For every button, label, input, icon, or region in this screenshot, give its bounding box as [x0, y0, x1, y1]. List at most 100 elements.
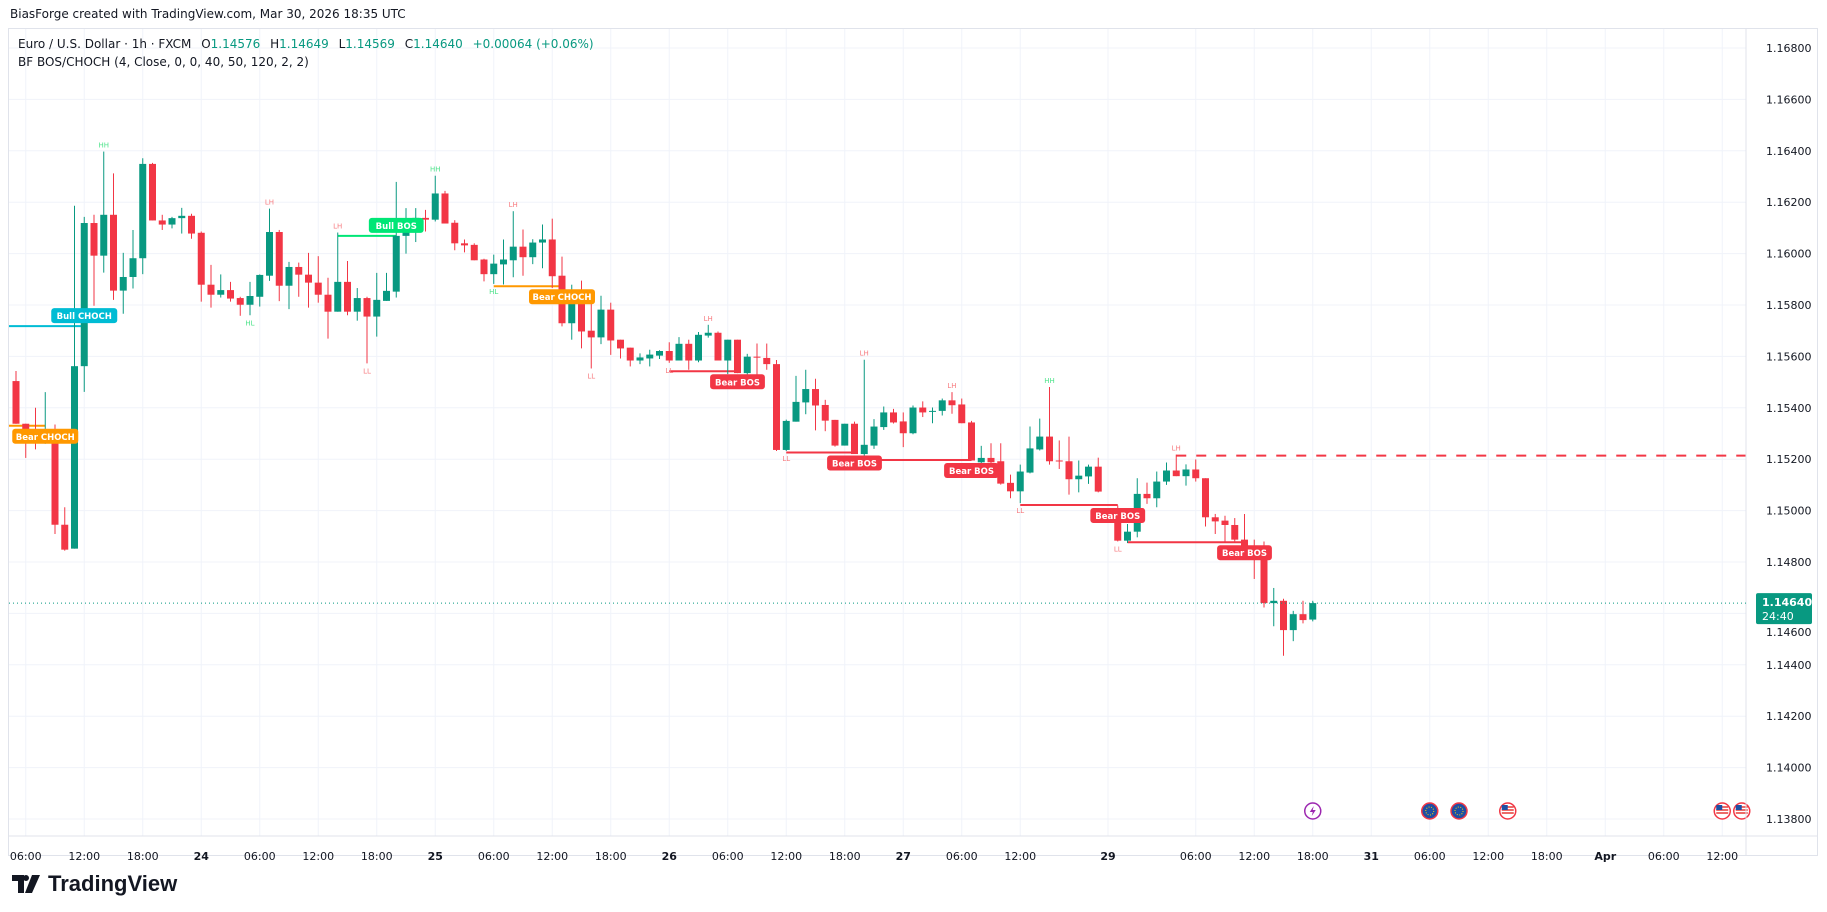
bearish-candle: [1231, 518, 1239, 542]
bearish-candle: [1046, 386, 1053, 465]
bullish-candle: [860, 359, 868, 460]
candle-body: [500, 259, 507, 265]
price-tick-label: 1.16600: [1766, 93, 1812, 106]
bullish-candle: [1075, 460, 1083, 493]
candle-body: [1046, 436, 1053, 462]
bearish-candle: [919, 401, 927, 418]
bearish-candle: [12, 371, 20, 424]
time-tick-label: 06:00: [1180, 850, 1212, 863]
bear-choch-label: Bear CHOCH: [16, 433, 75, 443]
candle-body: [841, 423, 849, 446]
candle-body: [90, 223, 98, 256]
swing-label-lh: LH: [509, 201, 518, 209]
candle-body: [665, 351, 673, 361]
bullish-candle: [1085, 464, 1092, 484]
chart-credit: BiasForge created with TradingView.com, …: [10, 7, 406, 21]
candle-body: [1094, 466, 1102, 492]
tradingview-logo[interactable]: TradingView: [12, 871, 177, 897]
candle-body: [880, 412, 888, 428]
bearish-candle: [1007, 474, 1014, 499]
time-tick-label: 12:00: [1706, 850, 1738, 863]
bullish-candle: [929, 407, 936, 424]
bearish-candle: [753, 343, 761, 376]
bearish-candle: [773, 359, 780, 451]
bearish-candle: [305, 252, 312, 308]
us-flag-icon[interactable]: [1499, 802, 1517, 820]
candle-body: [178, 215, 186, 219]
candle-body: [1163, 470, 1170, 482]
bearish-candle: [188, 213, 195, 239]
bullish-candle: [168, 216, 176, 229]
price-axis: 1.16800 1.16600 1.16400 1.16200 1.16000 1.158…: [1745, 29, 1812, 856]
lightning-icon[interactable]: [1304, 802, 1322, 820]
eu-flag-icon[interactable]: [1421, 802, 1439, 820]
bullish-candle: [392, 181, 400, 298]
bullish-candle: [646, 349, 654, 367]
bull-choch-label: Bull CHOCH: [57, 312, 112, 322]
bear-bos-label: Bear BOS: [1222, 549, 1267, 559]
bearish-candle: [61, 507, 69, 551]
us-flag-icon[interactable]: [1733, 802, 1751, 820]
grid: [9, 29, 1746, 836]
bearish-candle: [1241, 513, 1248, 548]
time-tick-label: Apr: [1594, 850, 1616, 863]
bullish-candle: [246, 281, 254, 316]
indicator-legend[interactable]: BF BOS/CHOCH (4, Close, 0, 0, 40, 50, 12…: [18, 55, 309, 69]
bearish-candle: [295, 262, 303, 297]
bear-choch-label: Bear CHOCH: [532, 293, 591, 303]
swing-label-ll: LL: [1016, 507, 1024, 515]
candle-body: [812, 389, 819, 406]
swing-label-lh: LH: [1172, 445, 1181, 453]
time-tick-label: 29: [1100, 850, 1115, 863]
candle-body: [470, 244, 478, 261]
candle-body: [1007, 482, 1014, 492]
bearish-candle: [519, 229, 527, 276]
price-tick-label: 1.16200: [1766, 196, 1812, 209]
time-tick-label: 12:00: [770, 850, 802, 863]
bearish-candle: [1221, 515, 1229, 543]
candle-body: [587, 330, 595, 338]
candle-body: [431, 193, 439, 220]
us-flag-icon[interactable]: [1713, 802, 1731, 820]
candle-body: [1289, 614, 1297, 631]
bullish-candle: [1270, 587, 1278, 627]
bearish-candle: [763, 343, 771, 370]
candle-body: [207, 284, 215, 295]
bearish-candle: [1094, 457, 1102, 493]
candle-body: [373, 299, 381, 317]
candle-body: [275, 232, 283, 286]
candle-body: [1172, 470, 1180, 477]
candle-body: [246, 296, 254, 305]
swing-label-ll: LL: [363, 367, 371, 375]
candle-body: [197, 232, 205, 285]
candle-body: [578, 290, 585, 332]
time-tick-label: 18:00: [127, 850, 159, 863]
swing-label-lh: LH: [704, 315, 713, 323]
candle-body: [139, 163, 147, 259]
bearish-candle: [714, 331, 722, 361]
bullish-candle: [675, 337, 683, 361]
candle-body: [1241, 539, 1248, 548]
bearish-candle: [158, 214, 166, 230]
bullish-candle: [373, 272, 381, 337]
symbol-legend[interactable]: Euro / U.S. Dollar · 1h · FXCM O1.14576 …: [18, 35, 594, 53]
open-value: 1.14576: [210, 37, 261, 51]
bearish-candle: [422, 209, 429, 232]
candle-body: [548, 239, 556, 277]
candle-body: [227, 290, 234, 299]
price-tick-label: 1.16400: [1766, 145, 1812, 158]
candle-body: [792, 401, 800, 422]
candle-body: [71, 366, 78, 549]
eu-flag-circle: [1450, 802, 1468, 820]
bearish-candle: [314, 256, 322, 303]
candle-body: [461, 243, 468, 246]
eu-flag-icon[interactable]: [1450, 802, 1468, 820]
candle-body: [763, 357, 771, 365]
candle-body: [821, 404, 829, 421]
bullish-candle: [256, 274, 264, 307]
bearish-candle: [1192, 459, 1200, 482]
bullish-candle: [704, 324, 712, 338]
candle-body: [441, 193, 449, 224]
bullish-candle: [636, 353, 644, 365]
